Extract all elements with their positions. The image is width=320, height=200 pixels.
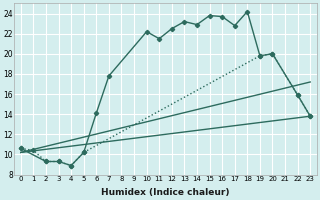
X-axis label: Humidex (Indice chaleur): Humidex (Indice chaleur) bbox=[101, 188, 230, 197]
